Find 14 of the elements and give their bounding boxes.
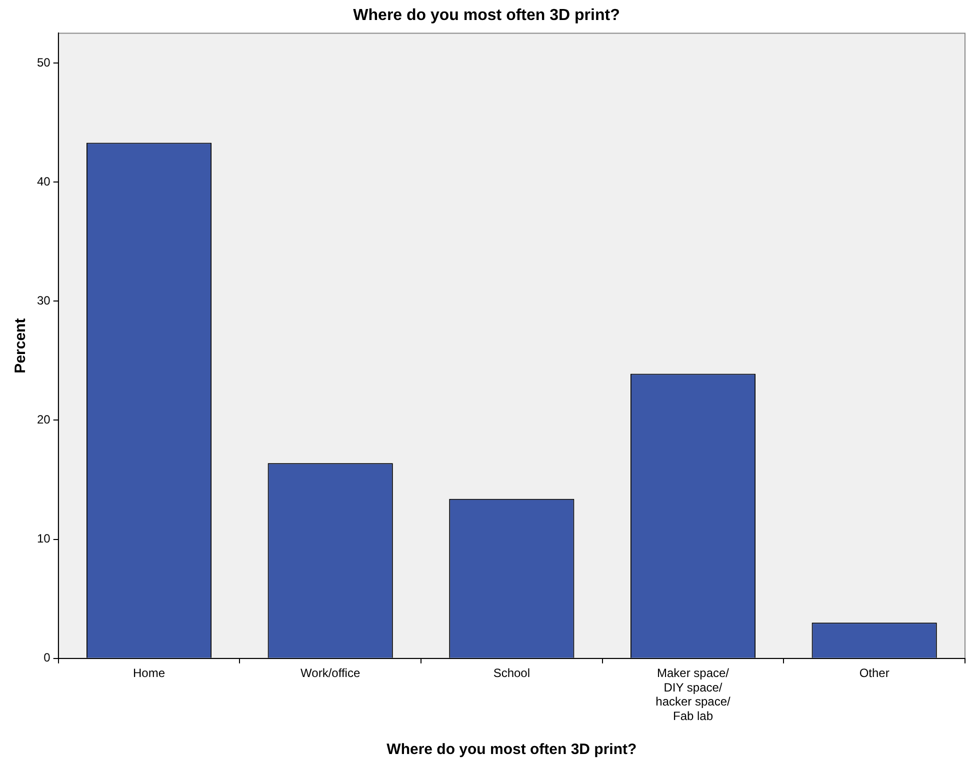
y-tick-label: 30 bbox=[36, 293, 51, 308]
x-tick-label: Other bbox=[859, 666, 890, 680]
x-axis-title: Where do you most often 3D print? bbox=[386, 741, 637, 758]
y-tick-label: 50 bbox=[36, 55, 51, 70]
x-tick-label: Home bbox=[133, 666, 166, 680]
x-tick-label: Maker space/ DIY space/ hacker space/ Fab lab bbox=[656, 666, 732, 724]
y-axis-title: Percent bbox=[12, 318, 30, 374]
y-tick-label: 40 bbox=[36, 174, 51, 188]
x-tick-label: School bbox=[493, 666, 530, 680]
y-tick-label: 0 bbox=[44, 650, 51, 665]
y-tick-label: 20 bbox=[36, 412, 51, 427]
x-tick-label: Work/office bbox=[300, 666, 360, 680]
chart-title: Where do you most often 3D print? bbox=[353, 7, 620, 24]
y-tick-label: 10 bbox=[36, 532, 51, 546]
